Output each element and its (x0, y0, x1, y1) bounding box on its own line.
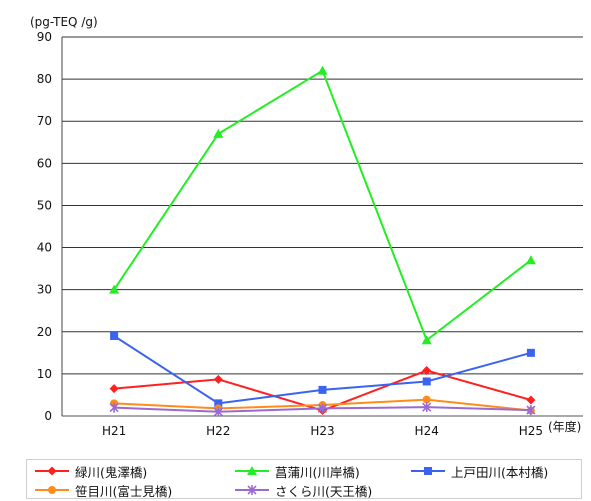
data-point-5-4 (422, 402, 432, 413)
y-tick-label: 80 (37, 72, 52, 86)
data-point-1-1 (109, 384, 119, 394)
legend-swatch-series-3 (411, 467, 445, 475)
data-point-5-2 (213, 406, 223, 417)
y-tick-label: 90 (37, 30, 52, 44)
x-tick-label: H21 (102, 424, 126, 438)
x-tick-label: H22 (206, 424, 230, 438)
y-tick-label: 20 (37, 325, 52, 339)
legend-label-series-2: 菖蒲川(川岸橋) (275, 464, 360, 480)
y-tick-label: 60 (37, 156, 52, 170)
y-axis-ticks: 0 10 20 30 40 50 60 70 80 90 (37, 30, 52, 423)
data-point-3-2 (214, 399, 223, 408)
y-tick-label: 70 (37, 114, 52, 128)
legend: 緑川(鬼澤橋) 菖蒲川(川岸橋) 上戸田川(本村橋) 笹目川(富士見橋) さくら… (26, 459, 582, 499)
data-point-3-5 (526, 348, 535, 357)
legend-swatch-series-4 (35, 486, 69, 494)
data-point-2-3 (317, 65, 328, 75)
data-point-5-5 (526, 405, 536, 416)
legend-item-series-5: さくら川(天王橋) (233, 481, 372, 499)
line-chart: 0 10 20 30 40 50 60 70 80 90 H21 H22 H23 H24 H25 (pg-… (30, 15, 583, 438)
data-point-legend-5 (247, 485, 257, 495)
data-point-1-5 (526, 395, 536, 405)
legend-label-series-5: さくら川(天王橋) (275, 483, 373, 499)
data-point-3-4 (422, 377, 431, 386)
data-point-2-4 (421, 335, 432, 345)
y-tick-label: 0 (44, 409, 52, 423)
legend-label-series-4: 笹目川(富士見橋) (75, 483, 173, 499)
data-point-legend-1 (47, 466, 57, 476)
y-tick-label: 30 (37, 283, 52, 297)
data-point-2-1 (109, 284, 120, 294)
legend-item-series-2: 菖蒲川(川岸橋) (233, 462, 360, 480)
data-point-5-1 (109, 402, 119, 413)
legend-swatch-series-1 (35, 466, 69, 476)
data-point-legend-3 (424, 467, 432, 475)
data-point-1-4 (422, 366, 432, 376)
y-tick-label: 10 (37, 367, 52, 381)
data-point-3-3 (318, 385, 327, 394)
x-tick-label: H24 (415, 424, 439, 438)
data-point-1-2 (213, 374, 223, 384)
y-tick-label: 40 (37, 241, 52, 255)
data-point-3-1 (110, 331, 119, 340)
x-axis-ticks: H21 H22 H23 H24 H25 (102, 424, 543, 438)
legend-item-series-4: 笹目川(富士見橋) (33, 481, 172, 499)
data-point-legend-2 (247, 466, 257, 475)
data-point-4-4 (422, 395, 431, 404)
legend-swatch-series-2 (235, 466, 269, 475)
legend-item-series-1: 緑川(鬼澤橋) (33, 462, 147, 480)
series-3 (110, 331, 535, 408)
x-unit-label: (年度) (548, 419, 581, 434)
data-point-2-2 (213, 128, 224, 138)
data-point-legend-4 (48, 486, 56, 494)
legend-label-series-1: 緑川(鬼澤橋) (75, 464, 148, 480)
series-2 (109, 65, 536, 345)
legend-item-series-3: 上戸田川(本村橋) (409, 462, 548, 480)
x-tick-label: H23 (310, 424, 334, 438)
y-tick-label: 50 (37, 198, 52, 212)
legend-swatch-series-5 (235, 485, 269, 495)
x-tick-label: H25 (519, 424, 543, 438)
gridlines (61, 36, 583, 417)
data-point-2-5 (525, 255, 536, 265)
series-group (109, 65, 536, 417)
data-point-5-3 (317, 403, 328, 414)
series-5 (109, 402, 536, 417)
y-unit-label: (pg-TEQ /g) (30, 15, 98, 29)
legend-label-series-3: 上戸田川(本村橋) (451, 464, 549, 480)
